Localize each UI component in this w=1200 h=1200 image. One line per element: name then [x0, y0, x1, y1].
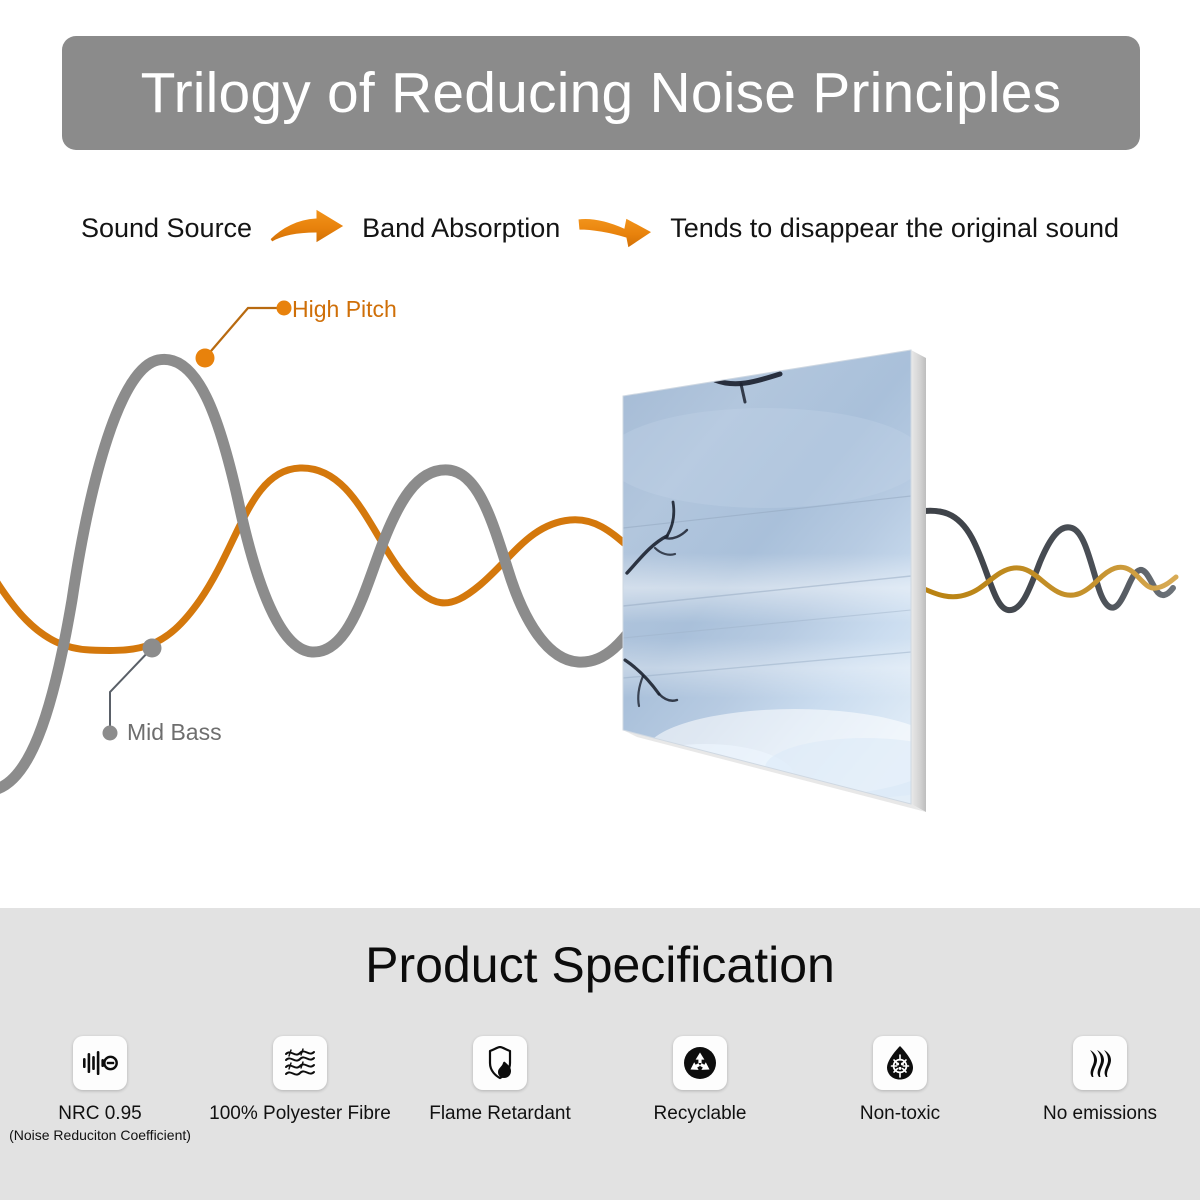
curved-arrow-right-icon [577, 217, 654, 249]
spec-icon-box [873, 1036, 927, 1090]
flow-step-label-band-absorption: Band Absorption [362, 212, 561, 243]
spec-items-row: NRC 0.95 (Noise Reduciton Coefficient) [0, 1036, 1200, 1186]
spec-item-polyester-fibre: 100% Polyester Fibre [200, 1036, 400, 1127]
spec-item-nrc: NRC 0.95 (Noise Reduciton Coefficient) [0, 1036, 200, 1144]
panel-bottom-edge [623, 730, 926, 812]
spec-icon-box [273, 1036, 327, 1090]
sound-mute-icon [83, 1051, 118, 1075]
recycle-icon [684, 1047, 716, 1079]
spec-label: 100% Polyester Fibre [209, 1103, 391, 1124]
wave-mid-bass-attenuated [918, 564, 1179, 600]
hero-section: Trilogy of Reducing Noise Principles Sou… [0, 36, 1200, 812]
acoustic-panel [622, 349, 926, 812]
spec-icon-box [1073, 1036, 1127, 1090]
non-toxic-droplet-icon [887, 1046, 913, 1080]
spec-label: Non-toxic [859, 1103, 941, 1124]
shield-flame-icon [488, 1046, 512, 1080]
callout-label-high-pitch: High Pitch [292, 296, 397, 322]
product-specification-section: Product Specification NRC 0.95 ( [0, 908, 1200, 1200]
spec-label: Recyclable [653, 1103, 747, 1124]
spec-label: No emissions [1042, 1103, 1158, 1124]
section-title: Product Specification [365, 937, 835, 993]
spec-sublabel: (Noise Reduciton Coefficient) [9, 1126, 191, 1143]
spec-item-recyclable: Recyclable [600, 1036, 800, 1127]
smoke-emissions-icon [1090, 1050, 1111, 1077]
spec-icon-box [673, 1036, 727, 1090]
wave-high-pitch-attenuated [918, 507, 1176, 614]
spec-label: NRC 0.95 [58, 1103, 142, 1124]
flow-step-label-sound-source: Sound Source [80, 212, 253, 243]
title-banner: Trilogy of Reducing Noise Principles [62, 36, 1140, 150]
spec-icon-box [473, 1036, 527, 1090]
flow-step-label-tends-to-disappear: Tends to disappear the original sound [670, 212, 1120, 243]
callout-label-mid-bass: Mid Bass [127, 719, 222, 745]
sound-wave-diagram [0, 300, 1179, 794]
fibre-waves-icon [285, 1048, 315, 1076]
spec-item-non-toxic: Non-toxic [800, 1036, 1000, 1127]
branch-silhouette [623, 371, 783, 708]
process-flow-row: Sound Source Band Absorption [0, 200, 1200, 256]
spec-label: Flame Retardant [429, 1103, 571, 1124]
callout-mid-bass-leader [102, 638, 162, 741]
panel-edge [911, 350, 926, 812]
wave-mid-bass-left [0, 464, 640, 654]
wave-high-pitch-left [0, 353, 640, 794]
callout-high-pitch-leader [195, 300, 292, 368]
spec-item-flame-retardant: Flame Retardant [400, 1036, 600, 1127]
page-title: Trilogy of Reducing Noise Principles [140, 60, 1062, 125]
spec-icon-box [73, 1036, 127, 1090]
curved-arrow-right-icon [269, 208, 346, 244]
spec-item-no-emissions: No emissions [1000, 1036, 1200, 1127]
